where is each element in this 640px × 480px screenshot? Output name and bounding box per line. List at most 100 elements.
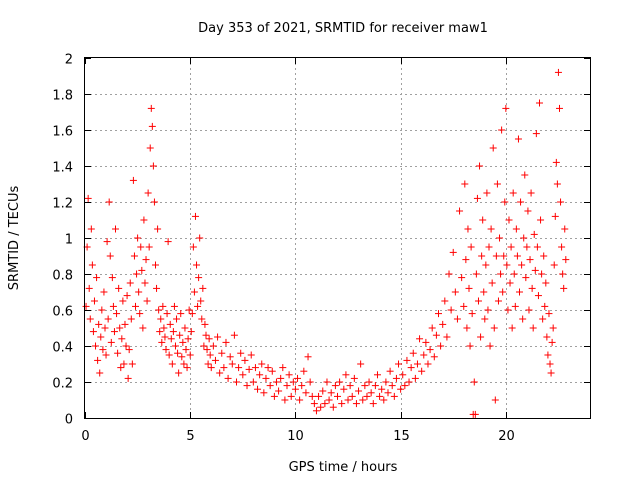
data-point [289,378,297,386]
data-point [135,288,143,296]
data-point [518,261,526,269]
x-tick-labels: 0 5 10 15 20 [81,429,514,444]
data-point [161,333,169,341]
data-point [84,194,92,202]
plot-frame [84,57,591,419]
data-point [247,351,255,359]
data-point [169,328,177,336]
data-point [562,256,570,264]
data-point [549,324,557,332]
data-point [537,216,545,224]
data-point [103,238,111,246]
data-point [93,274,101,282]
data-point [100,288,108,296]
data-point [204,360,212,368]
data-point [350,374,358,382]
data-point [120,360,128,368]
data-point [510,270,518,278]
data-point [102,351,110,359]
data-point [151,261,159,269]
data-point [262,374,270,382]
data-point [277,374,285,382]
data-point [156,328,164,336]
data-point [520,234,528,242]
y-tick-label: 0.4 [52,341,73,356]
data-point [279,364,287,372]
data-point [548,338,556,346]
data-point [430,353,438,361]
data-point [336,378,344,386]
data-point [189,243,197,251]
data-point [553,180,561,188]
data-point [178,353,186,361]
data-point [110,328,118,336]
data-point [291,385,299,393]
data-point [222,338,230,346]
data-point [447,306,455,314]
data-point [550,261,558,269]
data-point [283,382,291,390]
data-point [502,104,510,112]
data-point [386,367,394,375]
data-point [150,198,158,206]
data-point [266,382,274,390]
data-point [214,333,222,341]
data-point [472,270,480,278]
data-point [464,225,472,233]
data-point [89,328,97,336]
data-point [346,382,354,390]
data-point [485,243,493,251]
data-point [82,302,90,310]
data-point [478,252,486,260]
data-point [509,189,517,197]
data-point [203,346,211,354]
data-point [90,297,98,305]
data-point [129,176,137,184]
data-point [167,335,175,343]
data-point [461,180,469,188]
data-point [542,279,550,287]
data-point [254,385,262,393]
data-point [187,328,195,336]
data-point [112,225,120,233]
data-point [492,252,500,260]
data-point [334,392,341,400]
data-point [367,389,375,397]
data-point [249,378,257,386]
data-point [117,364,125,372]
data-point [533,243,541,251]
data-point [218,349,226,357]
data-point [536,99,543,107]
data-point [194,302,202,310]
data-point [149,162,157,170]
data-point [501,198,509,206]
data-point [359,396,367,404]
data-point [525,306,533,314]
data-point [484,306,492,314]
data-point [175,369,183,377]
data-point [505,216,513,224]
data-point [494,297,502,305]
data-point [521,171,529,179]
data-point [487,225,495,233]
data-point [317,403,325,411]
data-point [499,288,507,296]
data-point [554,68,562,76]
data-point [395,360,403,368]
data-point [188,310,196,318]
data-point [540,252,548,260]
data-point [407,364,415,372]
data-point [155,306,163,314]
data-point [409,349,417,357]
data-point [401,382,409,390]
data-point [237,349,245,357]
data-point [241,356,249,364]
y-tick-label: 0.6 [52,305,73,320]
data-point [132,302,139,310]
data-point [390,392,398,400]
data-point [547,369,555,377]
grid-layer [85,58,590,418]
x-axis-label: GPS time / hours [289,460,398,475]
data-point [308,392,316,400]
data-point [181,324,189,332]
